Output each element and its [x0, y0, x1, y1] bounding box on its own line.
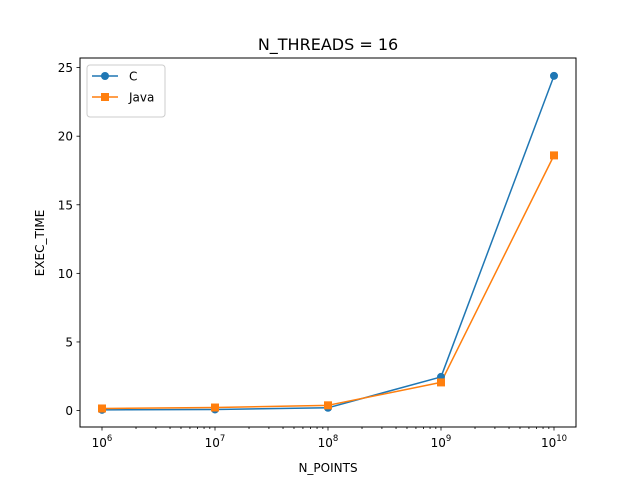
- data-point-java: [98, 404, 106, 413]
- x-tick-label-exponent: 6: [107, 434, 112, 444]
- legend-label-c: C: [129, 70, 137, 84]
- y-tick-label: 10: [58, 267, 73, 281]
- y-tick-label: 15: [58, 198, 73, 212]
- x-tick-label-exponent: 8: [333, 434, 338, 444]
- x-tick-label-exponent: 10: [556, 434, 567, 444]
- data-point-java: [211, 403, 219, 412]
- x-axis-label: N_POINTS: [298, 461, 357, 475]
- x-tick-label: 107: [205, 434, 226, 450]
- x-tick-label-exponent: 9: [446, 434, 451, 444]
- data-point-java: [324, 401, 332, 410]
- plot-frame: [79, 57, 577, 428]
- y-axis-ticks: 0 5 10 15 20 25: [58, 61, 80, 418]
- x-tick-label-base: 10: [318, 436, 333, 450]
- x-tick-label: 109: [431, 434, 452, 450]
- y-tick-label: 25: [58, 61, 73, 75]
- x-tick-label-exponent: 7: [220, 434, 225, 444]
- legend-marker-c: [101, 72, 109, 80]
- legend-marker-java: [101, 93, 109, 101]
- series-group: [98, 71, 558, 414]
- x-tick-label-base: 10: [205, 436, 220, 450]
- x-tick-label-base: 10: [92, 436, 107, 450]
- x-tick-label: 106: [92, 434, 113, 450]
- chart-title: N_THREADS = 16: [258, 35, 398, 55]
- x-tick-label: 1010: [541, 434, 567, 450]
- data-point-java: [550, 151, 558, 160]
- y-tick-label: 20: [58, 130, 73, 144]
- y-tick-label: 0: [65, 404, 73, 418]
- x-tick-label-base: 10: [541, 436, 556, 450]
- x-tick-label-base: 10: [431, 436, 446, 450]
- y-axis-label: EXEC_TIME: [33, 210, 47, 277]
- data-point-java: [437, 378, 445, 387]
- legend: C Java: [86, 64, 166, 118]
- legend-label-java: Java: [128, 91, 154, 105]
- x-tick-label: 108: [318, 434, 339, 450]
- data-point-c: [550, 71, 558, 80]
- x-axis-ticks: 106 107 108 109 1010: [92, 427, 567, 450]
- y-tick-label: 5: [65, 335, 73, 349]
